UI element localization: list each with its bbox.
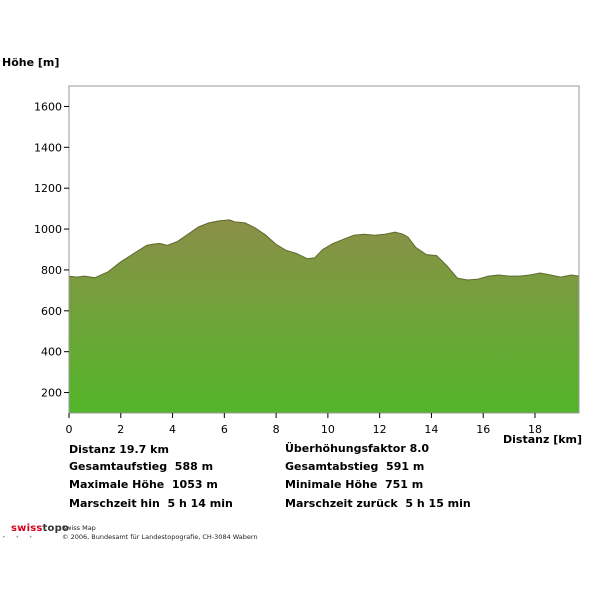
y-axis-label: Höhe [m] [2, 56, 60, 69]
elevation-area [69, 219, 579, 413]
swisstopo-logo: swisstopo [11, 523, 69, 534]
y-tick-label-200: 200 [41, 387, 62, 400]
stat-marschzeit-zurueck: Marschzeit zurück 5 h 15 min [285, 497, 471, 510]
x-tick-label-8: 8 [273, 423, 280, 436]
x-tick-label-14: 14 [424, 423, 438, 436]
stat-minimale-hoehe: Minimale Höhe 751 m [285, 478, 424, 491]
x-tick-label-10: 10 [321, 423, 335, 436]
credit-line-2: © 2006, Bundesamt für Landestopografie, … [62, 533, 258, 541]
x-tick-label-6: 6 [221, 423, 228, 436]
y-tick-label-1200: 1200 [34, 182, 62, 195]
stat-gesamtabstieg: Gesamtabstieg 591 m [285, 460, 425, 473]
x-tick-label-12: 12 [373, 423, 387, 436]
y-tick-label-800: 800 [41, 264, 62, 277]
y-tick-label-400: 400 [41, 346, 62, 359]
stat-distanz: Distanz 19.7 km [69, 443, 169, 456]
x-tick-label-0: 0 [66, 423, 73, 436]
y-tick-label-600: 600 [41, 305, 62, 318]
credit-text: Swiss Map © 2006, Bundesamt für Landesto… [62, 524, 258, 542]
x-tick-label-16: 16 [476, 423, 490, 436]
y-tick-label-1600: 1600 [34, 100, 62, 113]
logo-dots: • • • [2, 534, 37, 541]
y-tick-label-1400: 1400 [34, 141, 62, 154]
logo-swiss: swiss [11, 523, 43, 534]
credit-line-1: Swiss Map [62, 524, 96, 532]
stat-gesamtaufstieg: Gesamtaufstieg 588 m [69, 460, 214, 473]
y-tick-label-1000: 1000 [34, 223, 62, 236]
x-tick-label-18: 18 [528, 423, 542, 436]
logo-topo: topo [42, 523, 70, 534]
elevation-line [68, 219, 580, 281]
stat-marschzeit-hin: Marschzeit hin 5 h 14 min [69, 497, 233, 510]
x-tick-label-2: 2 [117, 423, 124, 436]
plot-frame [68, 85, 580, 414]
x-tick-label-4: 4 [169, 423, 176, 436]
stat-ueberhoehungsfaktor: Überhöhungsfaktor 8.0 [285, 442, 430, 455]
stat-maximale-hoehe: Maximale Höhe 1053 m [69, 478, 218, 491]
x-axis-label: Distanz [km] [503, 433, 583, 446]
